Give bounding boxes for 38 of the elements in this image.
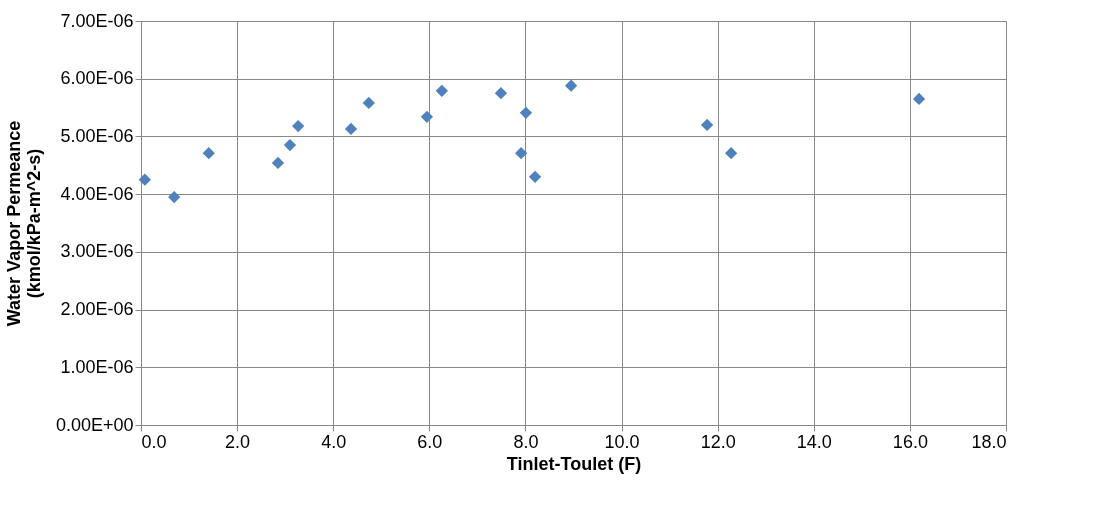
point	[138, 173, 151, 186]
x-tick-label: 12.0	[700, 431, 736, 452]
y-axis-title: Water Vapor Permeance (kmol/kPa-m^2-s)	[3, 120, 44, 327]
x-tick-label: 10.0	[604, 431, 640, 452]
y-tick-label: 7.00E-06	[60, 10, 134, 31]
point	[725, 147, 738, 160]
x-tick-label: 6.0	[417, 431, 443, 452]
y-tick-label: 0.00E+00	[55, 414, 134, 435]
y-tick-label: 4.00E-06	[60, 183, 134, 204]
x-tick-label: 0.0	[141, 431, 167, 452]
point	[528, 170, 542, 183]
point	[564, 79, 578, 92]
y-tick-label: 1.00E-06	[60, 356, 134, 377]
x-axis-title: Tinlet-Toulet (F)	[506, 453, 642, 474]
x-tick-label: 2.0	[225, 431, 251, 452]
point	[519, 106, 533, 119]
point	[292, 119, 305, 133]
y-tick-label: 2.00E-06	[60, 299, 134, 320]
point	[700, 118, 714, 132]
x-tick-label: 18.0	[971, 431, 1007, 452]
point	[344, 122, 358, 136]
x-tick-label: 4.0	[321, 431, 347, 452]
x-tick-label: 14.0	[796, 431, 832, 452]
point	[515, 147, 528, 160]
point	[494, 87, 508, 100]
point	[362, 96, 375, 110]
y-tick-label: 6.00E-06	[60, 68, 134, 89]
point	[271, 156, 285, 170]
point	[283, 138, 297, 152]
x-tick-label: 8.0	[513, 431, 539, 452]
x-tick-label: 16.0	[892, 431, 928, 452]
point	[420, 110, 434, 123]
point	[202, 147, 215, 160]
point	[435, 84, 448, 97]
point	[168, 190, 181, 204]
point	[912, 92, 926, 106]
y-tick-label: 5.00E-06	[60, 125, 134, 146]
y-tick-label: 3.00E-06	[60, 241, 134, 262]
